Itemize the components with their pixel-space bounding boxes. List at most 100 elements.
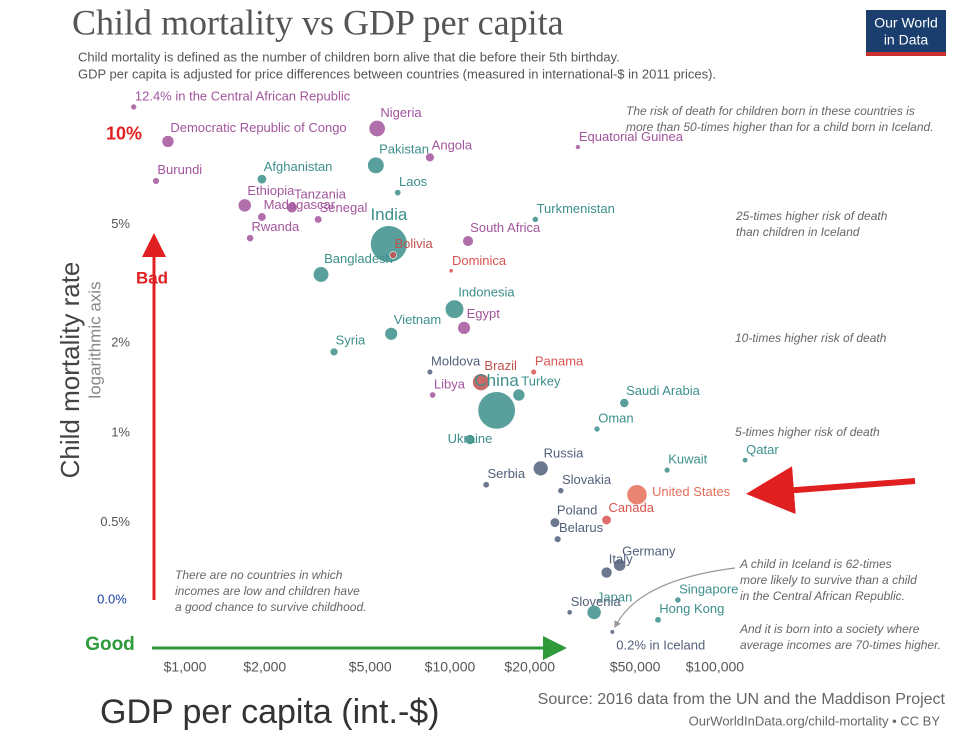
- point-label: Serbia: [487, 466, 525, 481]
- point-label: 0.2% in Iceland: [616, 637, 705, 652]
- point: [286, 201, 298, 214]
- point: [237, 198, 252, 213]
- point-label: Pakistan: [379, 142, 429, 157]
- point-label: Burundi: [157, 162, 202, 177]
- point: [389, 251, 397, 259]
- point-label: Singapore: [679, 581, 738, 596]
- point: [257, 212, 267, 222]
- point: [368, 120, 386, 137]
- point: [448, 268, 454, 274]
- point: [477, 391, 516, 430]
- note: 5-times higher risk of death: [735, 425, 880, 439]
- x-axis-label: GDP per capita (int.-$): [100, 693, 440, 731]
- x-tick-label: $50,000: [610, 659, 661, 675]
- note: 10-times higher risk of death: [735, 331, 887, 345]
- note: And it is born into a society where: [739, 622, 920, 636]
- y-tick-label: 1%: [111, 424, 130, 439]
- note: incomes are low and children have: [175, 584, 360, 598]
- point-label: Indonesia: [458, 284, 515, 299]
- source: Source: 2016 data from the UN and the Ma…: [538, 691, 946, 708]
- subtitle: GDP per capita is adjusted for price dif…: [78, 66, 716, 81]
- point-label: Rwanda: [252, 219, 300, 234]
- x-tick-label: $20,000: [504, 659, 555, 675]
- y-tick-label: 0.5%: [100, 514, 130, 529]
- point-label: Tanzania: [294, 187, 347, 202]
- point-label: Hong Kong: [659, 601, 724, 616]
- point: [663, 466, 671, 474]
- point: [575, 144, 581, 150]
- point-label: Poland: [557, 502, 597, 517]
- bad-label: Bad: [136, 268, 168, 287]
- point-label: Syria: [336, 332, 366, 347]
- point: [312, 266, 330, 283]
- us-arrow: [746, 466, 916, 515]
- point: [601, 515, 612, 526]
- point-label: Nigeria: [380, 105, 422, 120]
- point-label: Belarus: [559, 520, 604, 535]
- y-tick-label: 5%: [111, 216, 130, 231]
- point: [549, 517, 561, 528]
- source: OurWorldInData.org/child-mortality • CC …: [689, 713, 941, 728]
- point: [429, 391, 437, 399]
- point-label: Ethiopia: [247, 183, 295, 198]
- point-label: Germany: [622, 543, 676, 558]
- logo-bar: [866, 52, 946, 56]
- point: [256, 174, 267, 185]
- point: [472, 373, 490, 391]
- note: more likely to survive than a child: [740, 573, 917, 587]
- point-label: Brazil: [484, 358, 517, 373]
- point: [626, 484, 648, 506]
- point-label: South Africa: [470, 220, 541, 235]
- point-label: Afghanistan: [264, 159, 333, 174]
- point: [370, 225, 408, 263]
- point-label: 12.4% in the Central African Republic: [135, 88, 351, 103]
- y-axis-label: Child mortality rate: [55, 262, 85, 479]
- x-tick-label: $5,000: [349, 659, 392, 675]
- point: [426, 368, 434, 376]
- point: [586, 604, 602, 620]
- x-tick-label: $1,000: [164, 659, 207, 675]
- point: [130, 103, 137, 111]
- point-label: Bangladesh: [324, 251, 393, 266]
- y-axis-sublabel: logarithmic axis: [85, 281, 104, 398]
- y-tick-label: 10%: [106, 124, 142, 144]
- x-tick-label: $100,000: [686, 659, 745, 675]
- point: [600, 566, 613, 579]
- point: [246, 234, 254, 243]
- note: in the Central African Republic.: [740, 589, 905, 603]
- point-label: Libya: [434, 376, 466, 391]
- zero-label: 0.0%: [97, 591, 127, 606]
- point: [593, 425, 601, 433]
- point-label: Kuwait: [668, 452, 707, 467]
- point: [674, 596, 682, 604]
- point: [425, 152, 435, 163]
- logo-text: Our World: [874, 15, 938, 31]
- point: [530, 368, 537, 376]
- logo-text: in Data: [884, 32, 929, 48]
- point: [609, 629, 615, 635]
- point-label: Bolivia: [394, 236, 433, 251]
- point: [367, 156, 385, 174]
- point: [462, 235, 474, 247]
- note: average incomes are 70-times higher.: [740, 638, 941, 652]
- point-label: Turkmenistan: [537, 201, 615, 216]
- point-label: Madagascar: [264, 197, 336, 212]
- point: [384, 327, 398, 341]
- x-tick-label: $2,000: [243, 659, 286, 675]
- point-label: Italy: [609, 551, 633, 566]
- point: [742, 457, 749, 464]
- note: 25-times higher risk of death: [735, 209, 888, 223]
- point-label: Oman: [598, 411, 633, 426]
- point-label: Canada: [608, 500, 654, 515]
- point-label: Angola: [432, 137, 473, 152]
- point-label: Moldova: [431, 354, 481, 369]
- y-tick-label: 2%: [111, 335, 130, 350]
- point: [566, 609, 573, 616]
- point: [613, 558, 627, 572]
- point-label: Saudi Arabia: [626, 383, 700, 398]
- point-label: Russia: [544, 445, 585, 460]
- point-label: Egypt: [467, 306, 501, 321]
- point: [457, 321, 471, 335]
- point-label: Turkey: [521, 373, 561, 388]
